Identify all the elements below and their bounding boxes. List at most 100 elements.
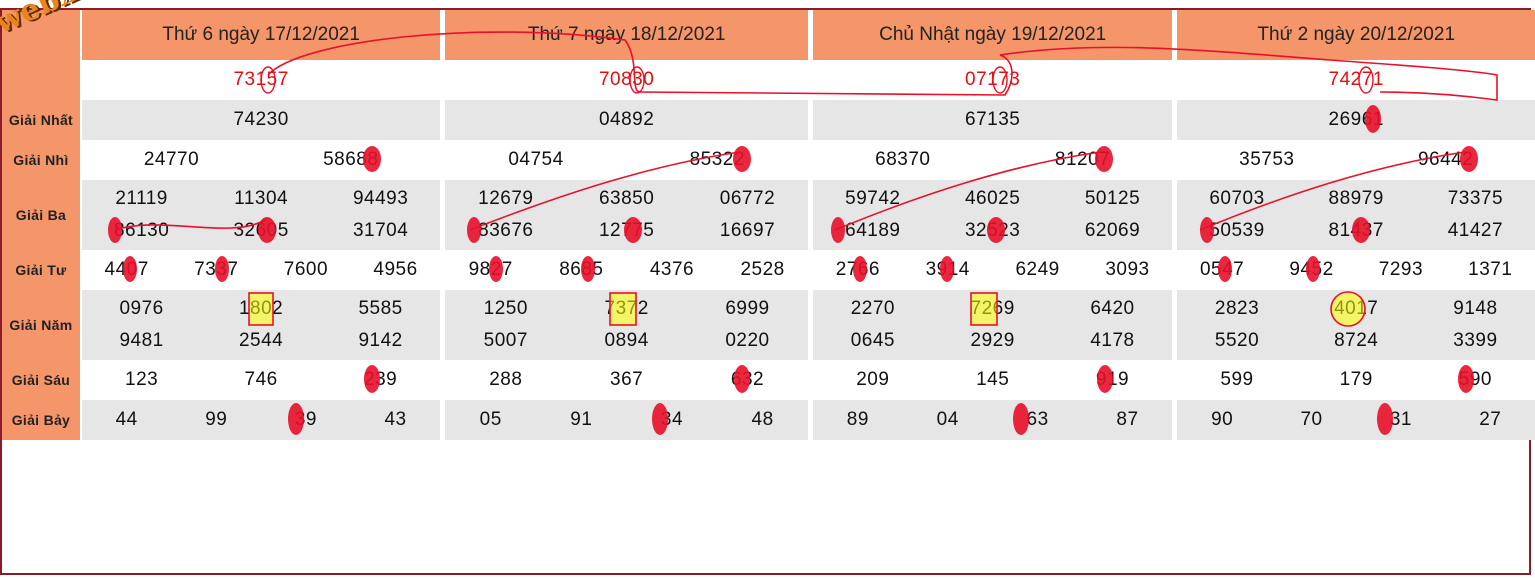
prize-number: 32523	[964, 220, 1021, 241]
result-cell: 74271	[1177, 60, 1535, 100]
result-cell: 0547 9452 7293 1371	[1177, 250, 1535, 290]
prize-number: 7269	[970, 298, 1015, 319]
prize-number: 44	[115, 409, 138, 430]
prize-number: 2823	[1214, 298, 1260, 319]
prize-number: 8724	[1334, 330, 1379, 351]
prize-number: 5007	[483, 330, 528, 351]
prize-number: 88979	[1328, 188, 1384, 209]
result-cell: 68370 81207	[812, 140, 1178, 180]
prize-number: 32605	[233, 220, 289, 241]
prize-number: 9452	[1289, 259, 1334, 280]
prize-number: 12679	[478, 188, 534, 209]
result-cell: 0976 1802 5585 9481 2544 9142	[81, 290, 446, 360]
prize-row-g3: Giải Ba 21119 11304 94493 86130 32605 31704 126…	[2, 180, 1535, 250]
prize-number: 179	[1339, 369, 1373, 390]
prize-number: 68370	[875, 149, 931, 170]
prize-number: 43	[384, 409, 407, 430]
prize-label-db	[2, 60, 82, 100]
prize-number: 83676	[478, 220, 534, 241]
result-cell: 4407 7337 7600 4956	[81, 250, 446, 290]
prize-number: 41427	[1447, 220, 1504, 241]
result-cell: 70830	[445, 60, 813, 100]
prize-number: 2270	[850, 298, 895, 319]
prize-number: 04892	[598, 109, 655, 130]
prize-number: 21119	[115, 188, 168, 209]
prize-number: 367	[610, 369, 644, 390]
prize-number: 50539	[1209, 220, 1265, 241]
prize-row-g7: Giải Bảy 44 99 39 43 05 91 34 48 89 04 63 87 90 70 31 27	[2, 400, 1535, 440]
prize-number: 12775	[598, 220, 655, 241]
special-prize-number: 70830	[598, 69, 655, 90]
prize-row-g5: Giải Năm 0976 1802 5585 9481 2544 9142 1250 7372…	[2, 290, 1535, 360]
prize-number: 04754	[508, 149, 564, 170]
prize-number: 2929	[970, 330, 1015, 351]
prize-number: 35753	[1239, 149, 1295, 170]
prize-label-g1: Giải Nhất	[2, 100, 82, 140]
prize-number: 9148	[1453, 298, 1498, 319]
prize-number: 46025	[964, 188, 1021, 209]
prize-number: 04	[936, 409, 959, 430]
lottery-results-table: Thứ 6 ngày 17/12/2021 Thứ 7 ngày 18/12/2…	[2, 10, 1535, 440]
result-cell: 24770 58688	[81, 140, 446, 180]
prize-number: 99	[205, 409, 228, 430]
prize-number: 2544	[238, 330, 284, 351]
prize-number: 62069	[1084, 220, 1141, 241]
prize-number: 3914	[925, 259, 970, 280]
prize-number: 590	[1458, 369, 1492, 390]
prize-number: 74230	[233, 109, 289, 130]
special-prize-number: 74271	[1328, 69, 1384, 90]
prize-row-g1: Giải Nhất 74230 04892 67135 26961	[2, 100, 1535, 140]
result-cell: 9827 8685 4376 2528	[445, 250, 813, 290]
result-cell: 12679 63850 06772 83676 12775 16697	[445, 180, 813, 250]
prize-number: 59742	[845, 188, 901, 209]
prize-number: 6420	[1090, 298, 1135, 319]
prize-number: 1371	[1468, 259, 1513, 280]
result-cell: 04754 85322	[445, 140, 813, 180]
prize-number: 3399	[1453, 330, 1498, 351]
result-cell: 59742 46025 50125 64189 32523 62069	[812, 180, 1178, 250]
prize-number: 632	[730, 369, 765, 390]
prize-number: 31	[1389, 409, 1412, 430]
prize-number: 2766	[835, 259, 880, 280]
result-cell: 288 367 632	[445, 360, 813, 400]
prize-number: 67135	[965, 109, 1021, 130]
result-cell: 599 179 590	[1177, 360, 1535, 400]
result-cell: 04892	[445, 100, 813, 140]
result-cell: 21119 11304 94493 86130 32605 31704	[81, 180, 446, 250]
prize-number: 209	[856, 369, 890, 390]
result-cell: 60703 88979 73375 50539 81437 41427	[1177, 180, 1535, 250]
day-header-4: Thứ 2 ngày 20/12/2021	[1177, 10, 1535, 60]
prize-row-g6: Giải Sáu 123 746 239 288 367 632 209 145 919 599 17…	[2, 360, 1535, 400]
prize-number: 599	[1220, 369, 1254, 390]
prize-number: 73375	[1447, 188, 1504, 209]
prize-number: 39	[294, 409, 317, 430]
prize-number: 63850	[598, 188, 655, 209]
prize-number: 4956	[373, 259, 418, 280]
prize-label-g4: Giải Tư	[2, 250, 82, 290]
prize-number: 145	[976, 369, 1010, 390]
prize-number: 90	[1211, 409, 1234, 430]
prize-number: 9481	[119, 330, 164, 351]
prize-number: 9142	[358, 330, 403, 351]
prize-number: 24770	[143, 149, 200, 170]
prize-number: 288	[489, 369, 523, 390]
prize-number: 96442	[1417, 149, 1474, 170]
day-header-3: Chủ Nhật ngày 19/12/2021	[812, 10, 1178, 60]
prize-number: 5585	[358, 298, 403, 319]
prize-number: 85322	[689, 149, 745, 170]
prize-number: 0645	[850, 330, 895, 351]
prize-number: 89	[846, 409, 869, 430]
prize-row-g4: Giải Tư 4407 7337 7600 4956 9827 8685 4376 2528 2…	[2, 250, 1535, 290]
prize-number: 9827	[468, 259, 513, 280]
prize-number: 63	[1026, 409, 1049, 430]
prize-number: 7372	[604, 298, 649, 319]
prize-number: 31704	[352, 220, 409, 241]
result-cell: 2270 7269 6420 0645 2929 4178	[812, 290, 1178, 360]
prize-number: 6999	[725, 298, 770, 319]
prize-number: 70	[1300, 409, 1323, 430]
prize-number: 7337	[194, 259, 239, 280]
prize-number: 11304	[234, 188, 289, 209]
prize-number: 64189	[845, 220, 901, 241]
prize-label-g7: Giải Bảy	[2, 400, 82, 440]
result-cell: 67135	[812, 100, 1178, 140]
